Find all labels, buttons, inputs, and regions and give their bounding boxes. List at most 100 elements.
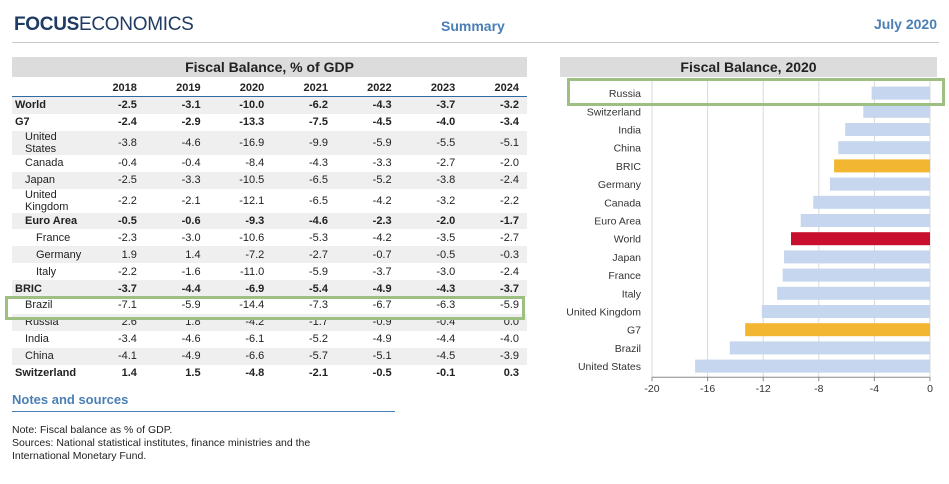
russia-bar-highlight [567,78,945,106]
table-cell: 0.3 [503,367,519,380]
table-cell: -3.7 [81,280,145,298]
table-cell: -3.8 [399,171,464,189]
notes-text: Note: Fiscal balance as % of GDP. Source… [12,424,412,463]
table-cell: -3.4 [117,333,137,346]
table-cell: -7.3 [308,299,328,312]
x-tick-label: -12 [756,383,771,395]
table-cell: -2.5 [81,96,145,114]
table-cell: -2.0 [500,157,519,170]
table-cell: -4.8 [245,367,265,380]
row-label: India [25,333,49,346]
table-cell: -3.5 [436,231,456,244]
table-cell: -10.6 [239,231,265,244]
table-cell: -5.9 [181,299,201,312]
table-header-row: 2018 2019 2020 2021 2022 2023 2024 [12,80,527,97]
table-cell: -2.2 [117,194,137,207]
table-cell: -7.1 [117,299,137,312]
table-row: France -2.3 -3.0 -10.6 -5.3 -4.2 -3.5 -2.7 [12,229,527,246]
row-label: United States [12,130,82,155]
bar [800,214,930,227]
table-cell: -0.6 [144,212,209,230]
note-line: International Monetary Fund. [12,450,147,462]
table-cell: -7.2 [208,246,273,264]
bar [745,323,930,337]
notes-title: Notes and sources [12,392,129,407]
table-cell: -7.5 [308,116,328,129]
header-divider [12,42,939,43]
table-cell: -0.7 [335,246,400,264]
notes-divider [12,411,395,412]
table-cell: -3.9 [463,347,527,365]
category-label: Russia [609,88,641,100]
table-cell: 1.4 [121,367,137,380]
table-cell: -4.6 [181,333,201,346]
table-row: India -3.4 -4.6 -6.1 -5.2 -4.9 -4.4 -4.0 [12,331,527,348]
table-cell: -2.3 [117,231,137,244]
category-label: Switzerland [587,106,641,118]
table-cell: -4.2 [372,194,392,207]
table-cell: -10.5 [208,171,273,189]
table-cell: -0.4 [181,157,201,170]
table-cell: -5.7 [272,347,336,365]
table-cell: -3.3 [144,171,209,189]
x-tick-label: -4 [870,383,879,395]
table-cell: -4.5 [399,347,464,365]
category-label: Brazil [615,343,641,355]
row-label: Canada [25,157,64,170]
table-cell: -2.0 [399,212,464,230]
bar [695,359,930,373]
row-label: United Kingdom [25,188,69,213]
column-header-year: 2022 [335,80,400,97]
bar [829,177,930,191]
category-label: BRIC [616,161,642,173]
table-cell: -8.4 [245,157,265,170]
table-cell: -4.2 [372,231,392,244]
logo-bold: FOCUS [14,14,80,35]
column-header-year: 2021 [272,80,336,97]
table-cell: -14.4 [239,299,265,312]
table-cell: -2.1 [308,367,328,380]
table-cell: -3.2 [463,96,527,114]
table-cell: -2.5 [81,171,145,189]
category-label: G7 [627,325,641,337]
bar [791,232,930,246]
column-header-year: 2018 [81,80,145,97]
table-cell: -12.1 [239,194,265,207]
table-cell: -4.1 [81,347,145,365]
category-label: France [608,270,641,282]
table-cell: -5.9 [500,299,519,312]
table-cell: -3.7 [372,265,392,278]
table-cell: -0.4 [117,157,137,170]
table-cell: 1.4 [144,246,209,264]
column-header-year: 2024 [463,80,527,97]
table-cell: -4.6 [272,212,336,230]
table-cell: -5.3 [308,231,328,244]
row-label: Italy [36,265,57,278]
bar [813,195,930,209]
category-label: Canada [604,197,641,209]
table-cell: -5.2 [335,171,400,189]
table-row: Brazil -7.1 -5.9 -14.4 -7.3 -6.7 -6.3 -5.9 [12,297,527,314]
x-tick-label: 0 [927,383,933,395]
table-cell: -1.6 [181,265,201,278]
row-label: France [36,231,71,244]
table-cell: -4.3 [308,157,328,170]
fiscal-balance-table: 2018 2019 2020 2021 2022 2023 2024 World -2.5 -3… [12,80,527,381]
row-label: Japan [12,171,82,189]
table-cell: -5.4 [272,280,336,298]
table-row: Canada -0.4 -0.4 -8.4 -4.3 -3.3 -2.7 -2.0 [12,155,527,172]
table-cell: -4.0 [436,116,456,129]
table-cell: -13.3 [239,116,265,129]
table-cell: -5.1 [463,130,527,155]
bar [838,141,930,155]
row-label: Euro Area [12,212,82,230]
table-row: Italy -2.2 -1.6 -11.0 -5.9 -3.7 -3.0 -2.4 [12,263,527,280]
x-tick-label: -20 [644,383,659,395]
category-label: United States [578,361,641,373]
table-cell: -2.1 [181,194,201,207]
table-cell: -5.9 [308,265,328,278]
table-cell: -0.3 [463,246,527,264]
table-row: United States -3.8 -4.6 -16.9 -9.9 -5.9 -5.5 -5… [12,130,527,155]
table-cell: -4.3 [399,280,464,298]
table-cell: -4.9 [372,333,392,346]
